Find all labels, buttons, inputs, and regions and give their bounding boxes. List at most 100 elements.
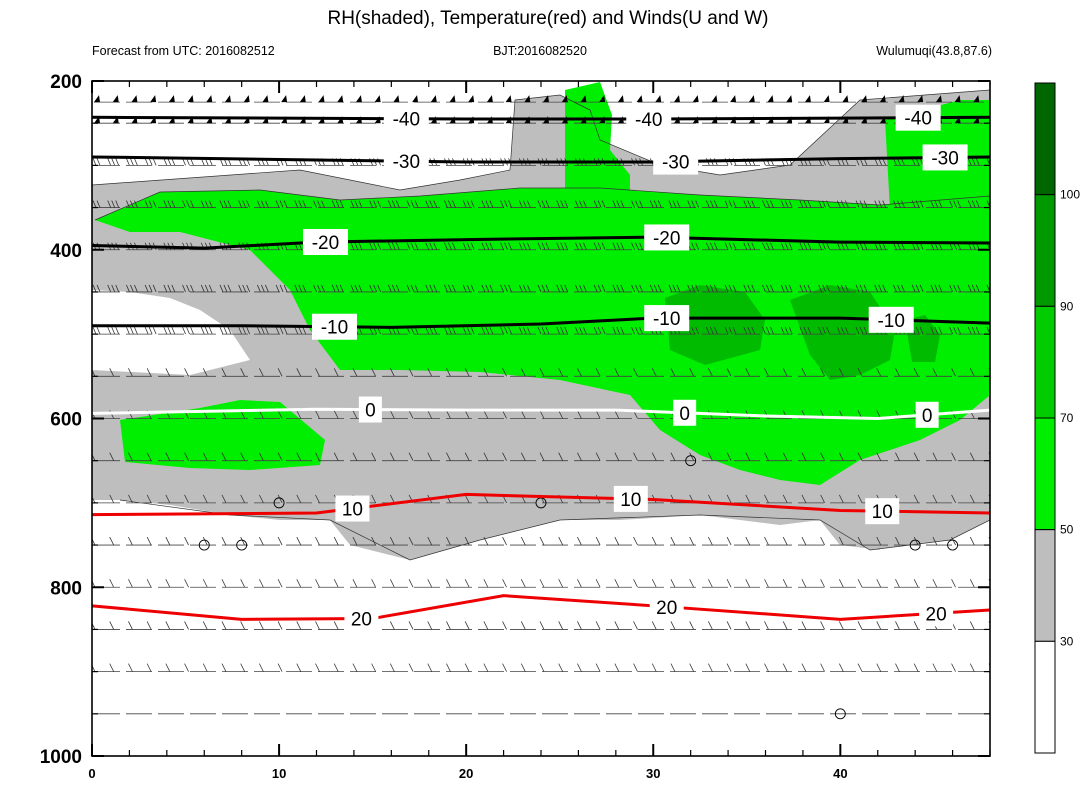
- wind-barb-feather: [901, 284, 905, 293]
- wind-barb-feather: [223, 200, 228, 208]
- wind-barb-feather: [352, 410, 358, 419]
- wind-barb-feather: [620, 242, 625, 250]
- wind-barb-feather: [444, 284, 448, 293]
- wind-barb-feather: [706, 242, 710, 250]
- wind-barb-feather: [331, 200, 336, 208]
- wind-barb-feather: [275, 200, 280, 208]
- wind-barb-feather: [639, 284, 643, 293]
- wind-barb-feather: [670, 579, 676, 588]
- wind-barb-feather: [502, 579, 507, 588]
- wind-barb-feather: [913, 663, 919, 672]
- wind-barb-feather: [448, 200, 452, 208]
- wind-barb-feather: [564, 284, 569, 293]
- wind-barb-feather: [483, 368, 489, 377]
- wind-barb-feather: [240, 579, 246, 588]
- wind-barb-feather: [296, 410, 302, 419]
- wind-barb-feather: [897, 284, 901, 293]
- wind-barb-feather: [957, 200, 961, 208]
- wind-barb-feather: [146, 368, 152, 377]
- wind-barb-feather: [111, 284, 116, 293]
- wind-barb-feather: [857, 663, 863, 672]
- wind-barb-feather: [807, 326, 812, 335]
- wind-barb-feather: [826, 200, 830, 208]
- wind-barb-feather: [971, 284, 976, 293]
- wind-barb-feather: [639, 200, 643, 208]
- temperature-contour: [92, 155, 990, 164]
- contour-label-box: [868, 306, 914, 333]
- rh-green-upper: [565, 82, 630, 210]
- contour-label-box: [922, 144, 968, 171]
- wind-barb-feather: [302, 326, 307, 335]
- wind-barb-feather: [612, 326, 617, 335]
- wind-barb-feather: [508, 242, 512, 250]
- wind-barb-feather: [708, 452, 713, 461]
- wind-barb-feather: [708, 663, 713, 672]
- wind-pennant: [374, 95, 381, 103]
- wind-barb-feather: [995, 158, 998, 165]
- forecast-time-label: Forecast from UTC: 2016082512: [92, 44, 275, 58]
- wind-pennant: [543, 95, 549, 103]
- contour-label-box: [653, 148, 699, 175]
- wind-barb-feather: [115, 326, 120, 335]
- wind-barb-feather: [967, 158, 972, 166]
- wind-pennant: [150, 95, 157, 103]
- wind-barb-feather: [184, 452, 189, 461]
- wind-barb-feather: [429, 242, 434, 250]
- wind-barb-feather: [784, 284, 789, 293]
- wind-barb-feather: [670, 452, 676, 461]
- wind-barb-feather: [227, 284, 232, 293]
- wind-barb-feather: [107, 326, 112, 335]
- wind-barb-feather: [597, 326, 602, 335]
- wind-barb-feather: [579, 284, 583, 293]
- wind-barb-feather: [339, 284, 344, 293]
- wind-barb-feather: [265, 200, 269, 208]
- wind-barb-feather: [670, 368, 676, 377]
- wind-barb-feather: [219, 284, 224, 293]
- wind-barb-feather: [354, 284, 359, 293]
- wind-barb-feather: [371, 536, 376, 546]
- wind-barb-feather: [109, 663, 115, 672]
- wind-pennant: [430, 95, 437, 103]
- wind-barb-feather: [296, 536, 302, 546]
- wind-barb-feather: [96, 326, 101, 335]
- wind-barb-feather: [202, 494, 208, 504]
- wind-barb-feather: [857, 494, 863, 504]
- wind-barb-feather: [558, 536, 564, 546]
- wind-barb-feather: [446, 452, 451, 461]
- wind-barb-feather: [597, 284, 602, 293]
- wind-barb-feather: [651, 368, 657, 377]
- wind-barb-feather: [406, 284, 411, 293]
- wind-barb-feather: [579, 326, 583, 335]
- colorbar-bin: [1034, 417, 1056, 531]
- wind-barb-feather: [635, 284, 639, 293]
- wind-barb-feather: [500, 326, 504, 335]
- wind-barb-feather: [826, 326, 830, 335]
- wind-barb-feather: [504, 326, 508, 335]
- wind-barb-feather: [991, 158, 994, 165]
- wind-barb-feather: [991, 243, 994, 250]
- wind-barb-feather: [466, 284, 471, 293]
- wind-barb-feather: [464, 452, 470, 461]
- wind-barb-feather: [651, 536, 657, 546]
- wind-barb-feather: [92, 622, 96, 630]
- wind-barb-feather: [277, 579, 283, 588]
- wind-barb-feather: [277, 410, 283, 419]
- wind-barb-feather: [406, 242, 411, 250]
- wind-barb-feather: [560, 284, 565, 293]
- wind-barb-feather: [836, 242, 841, 250]
- wind-barb-feather: [352, 579, 358, 588]
- wind-barb-feather: [577, 621, 582, 630]
- wind-barb-feather: [953, 200, 957, 208]
- contour-labels: -40 -40 -40-30 -30 -30-20 -20-10 -10 -100 0 010 10…: [302, 104, 968, 632]
- wind-barb-feather: [446, 536, 451, 546]
- wind-barb-feather: [502, 621, 507, 630]
- wind-barb-feather: [223, 284, 228, 293]
- wind-barb-feather: [938, 200, 943, 208]
- wind-barb-feather: [126, 326, 130, 335]
- wind-barb-feather: [109, 494, 115, 504]
- wind-barb-feather: [893, 158, 897, 166]
- wind-barb-feather: [726, 368, 732, 377]
- wind-barb-feather: [92, 369, 96, 377]
- wind-barb-feather: [377, 284, 381, 293]
- wind-barb-feather: [408, 536, 414, 546]
